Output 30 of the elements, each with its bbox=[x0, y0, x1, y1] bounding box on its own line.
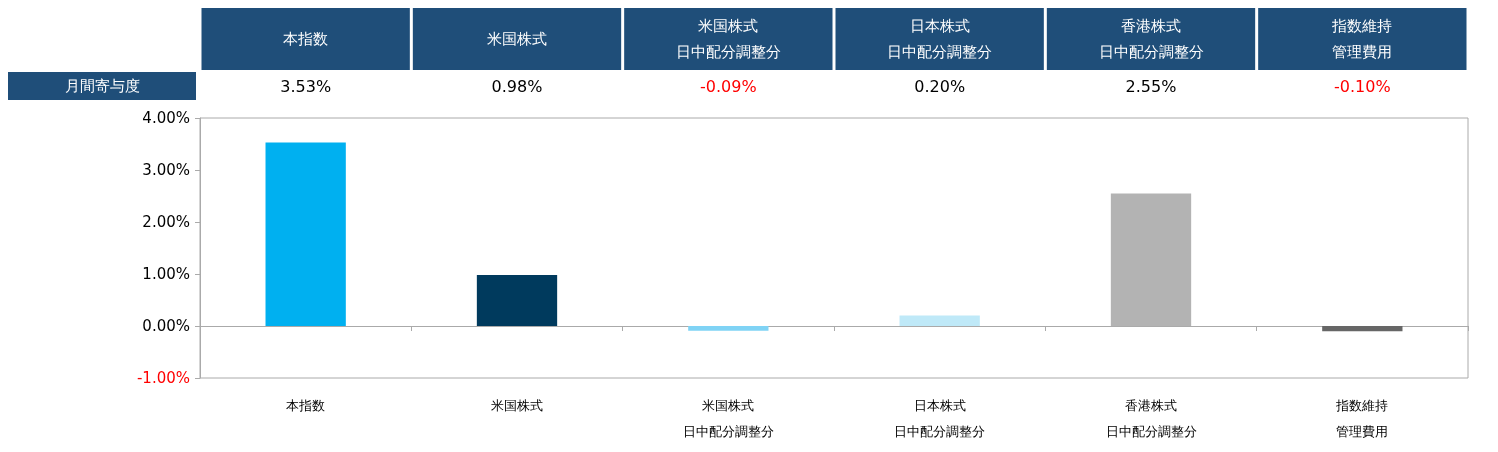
category-label: 香港株式日中配分調整分 bbox=[1098, 17, 1204, 61]
y-tick-label: 2.00% bbox=[142, 213, 190, 231]
data-label: -0.10% bbox=[1334, 76, 1391, 96]
data-label: 2.55% bbox=[1125, 76, 1177, 96]
x-tick-label: 本指数 bbox=[286, 397, 326, 413]
y-tick-label: 0.00% bbox=[142, 317, 190, 335]
category-label: 指数維持管理費用 bbox=[1332, 17, 1393, 61]
data-label: 3.53% bbox=[280, 76, 332, 96]
category-label: 日本株式日中配分調整分 bbox=[887, 17, 993, 61]
data-label: 0.20% bbox=[914, 76, 966, 96]
bar bbox=[476, 275, 558, 326]
bar bbox=[688, 326, 769, 331]
bar bbox=[1322, 326, 1403, 332]
x-tick-label: 日本株式 日中配分調整分 bbox=[894, 397, 986, 439]
category-label: 本指数 bbox=[283, 30, 329, 48]
bar bbox=[899, 315, 980, 326]
x-tick-label: 指数維持管理費用 bbox=[1335, 397, 1389, 439]
data-label: -0.09% bbox=[700, 76, 757, 96]
data-label: 0.98% bbox=[491, 76, 543, 96]
bar bbox=[265, 142, 346, 326]
category-label: 米国株式日中配分調整分 bbox=[675, 17, 781, 61]
y-tick-label: 4.00% bbox=[142, 109, 190, 127]
text: 月間寄与度 bbox=[64, 77, 140, 95]
y-tick-label: 1.00% bbox=[142, 265, 190, 283]
y-tick-label: 3.00% bbox=[142, 161, 190, 179]
x-tick-label: 米国株式 bbox=[491, 397, 543, 413]
x-tick-label: 米国株式日中配分調整分 bbox=[682, 397, 774, 439]
x-tick-label: 香港株式 日中配分調整分 bbox=[1105, 397, 1197, 439]
category-label: 米国株式 bbox=[487, 30, 547, 48]
y-tick-label: -1.00% bbox=[136, 369, 190, 387]
